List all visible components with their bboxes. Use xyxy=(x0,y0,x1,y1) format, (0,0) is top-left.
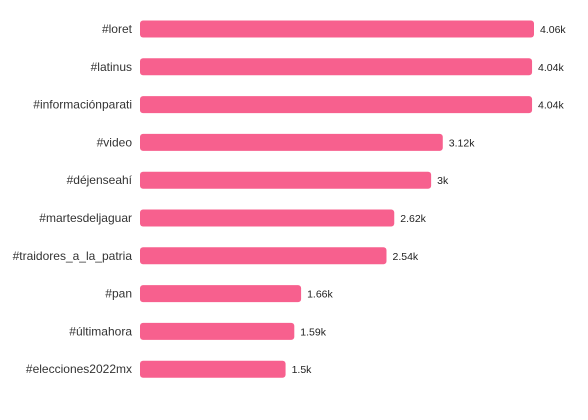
category-label: #latinus xyxy=(91,60,132,74)
category-label: #pan xyxy=(105,287,132,301)
bar[interactable] xyxy=(140,322,295,340)
category-label: #informaciónparati xyxy=(33,98,132,112)
bar[interactable] xyxy=(140,171,432,189)
category-label: #loret xyxy=(102,22,133,36)
value-label: 4.04k xyxy=(538,100,564,112)
value-label: 2.54k xyxy=(392,251,418,263)
value-label: 2.62k xyxy=(400,213,426,225)
category-label: #martesdeljaguar xyxy=(39,211,132,225)
value-label: 1.5k xyxy=(292,364,313,376)
bar[interactable] xyxy=(140,360,286,378)
bar[interactable] xyxy=(140,58,533,76)
value-label: 1.66k xyxy=(307,289,333,301)
value-label: 4.06k xyxy=(540,24,566,36)
category-label: #últimahora xyxy=(69,324,132,338)
value-label: 4.04k xyxy=(538,62,564,74)
category-label: #video xyxy=(97,135,133,149)
bar[interactable] xyxy=(140,209,395,227)
value-label: 1.59k xyxy=(300,326,326,338)
bar[interactable] xyxy=(140,96,533,114)
category-label: #elecciones2022mx xyxy=(26,362,132,376)
bar[interactable] xyxy=(140,20,534,38)
category-label: #déjenseahí xyxy=(67,173,133,187)
bar[interactable] xyxy=(140,247,387,265)
value-label: 3k xyxy=(437,175,449,187)
bar[interactable] xyxy=(140,285,302,303)
category-label: #traidores_a_la_patria xyxy=(13,249,133,263)
value-label: 3.12k xyxy=(449,137,475,149)
bar[interactable] xyxy=(140,133,443,151)
